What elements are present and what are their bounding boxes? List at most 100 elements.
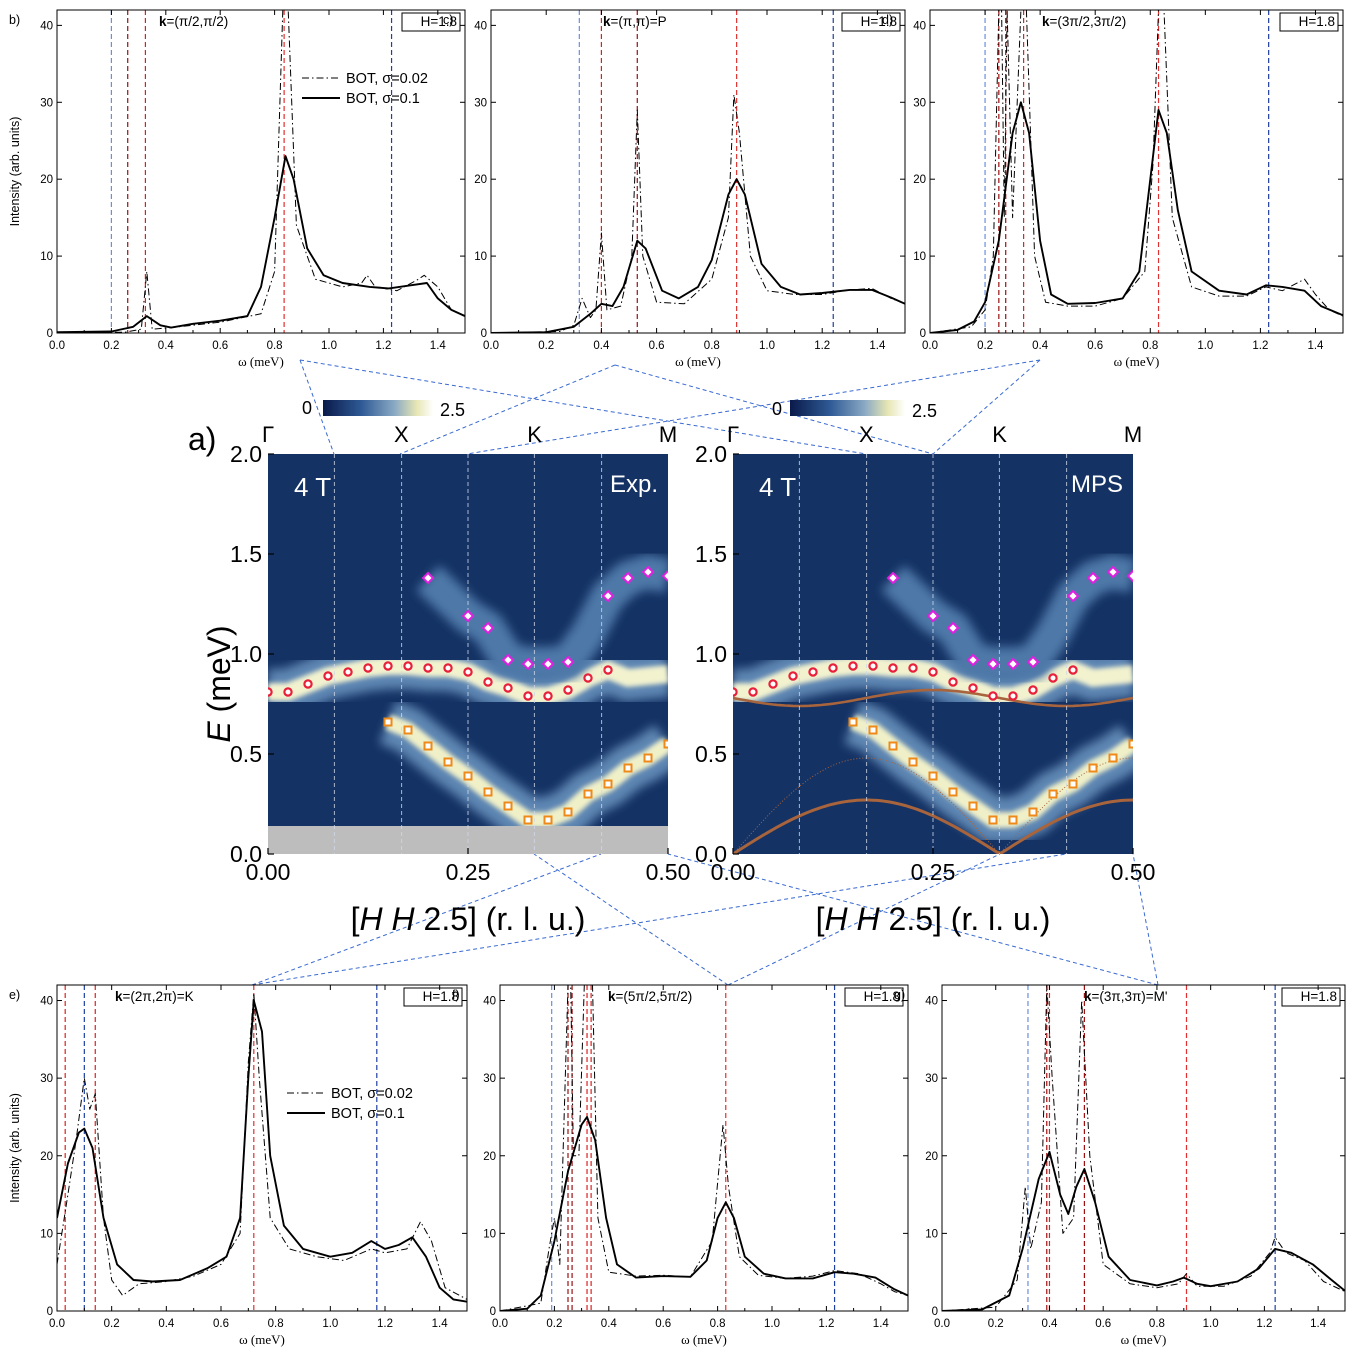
mode-marker-circle bbox=[1068, 665, 1078, 675]
k-point-connector bbox=[299, 359, 867, 455]
y-axis-symbol: E bbox=[201, 721, 237, 743]
mode-marker-square bbox=[603, 779, 613, 789]
mode-marker-square bbox=[1008, 815, 1018, 825]
x-axis-label-part: H bbox=[360, 901, 384, 937]
panel-label-e: e) bbox=[9, 988, 20, 1002]
x-tick-label: 1.2 bbox=[375, 340, 391, 352]
legend-entry: BOT, σ=0.1 bbox=[331, 1106, 405, 1122]
plot-area-d bbox=[930, 10, 1343, 333]
mode-marker-circle bbox=[908, 663, 918, 673]
series-line-sigma-0-02 bbox=[500, 985, 908, 1311]
mode-marker-diamond bbox=[541, 657, 555, 671]
y-tick-label: 1.5 bbox=[695, 541, 727, 567]
y-axis-unit: (meV) bbox=[201, 625, 237, 721]
x-tick-label: 1.2 bbox=[814, 340, 830, 352]
x-tick-label: 0.0 bbox=[49, 1318, 65, 1330]
x-tick-label: 1.0 bbox=[759, 340, 775, 352]
k-point-title: k=(5π/2,5π/2) bbox=[608, 989, 692, 1004]
k-vector-symbol: k bbox=[115, 989, 123, 1004]
panel-g: 0.0 0.2 0.4 0.6 0.8 1.0 1.2 1.4 0 10 20 30 40 g) k=(3π… bbox=[894, 984, 1346, 1347]
mode-marker-circle bbox=[828, 663, 838, 673]
x-axis-label: ω (meV) bbox=[1114, 354, 1160, 369]
x-tick-label: 0.6 bbox=[212, 340, 228, 352]
mode-marker-circle bbox=[928, 667, 938, 677]
field-label-box bbox=[1281, 987, 1341, 1007]
panel-label-g: g) bbox=[894, 988, 905, 1002]
mode-marker-square bbox=[948, 787, 958, 797]
mode-marker-circle bbox=[563, 685, 573, 695]
mode-marker-diamond bbox=[946, 621, 960, 635]
mode-marker-square bbox=[463, 771, 473, 781]
x-tick-label: 0.6 bbox=[649, 340, 665, 352]
series-line-sigma-0-1 bbox=[57, 999, 467, 1303]
y-tick-label: 0 bbox=[481, 328, 487, 340]
y-tick-label: 1.0 bbox=[695, 641, 727, 667]
x-tick-label: 1.0 bbox=[322, 1318, 338, 1330]
x-tick-label: 0.0 bbox=[483, 340, 499, 352]
mode-marker-square bbox=[868, 725, 878, 735]
x-tick-label: 0.50 bbox=[646, 859, 691, 885]
mode-marker-square bbox=[968, 801, 978, 811]
mode-marker-circle bbox=[808, 667, 818, 677]
axes-frame bbox=[941, 984, 1346, 1312]
x-tick-label: 1.2 bbox=[1256, 1318, 1272, 1330]
series-line-sigma-0-1 bbox=[500, 1116, 908, 1311]
mode-marker-diamond bbox=[621, 571, 635, 585]
mode-marker-circle bbox=[888, 663, 898, 673]
field-label-box bbox=[841, 12, 901, 32]
mode-marker-circle bbox=[583, 673, 593, 683]
k-point-connector bbox=[614, 364, 934, 455]
field-label: H=1.8 bbox=[864, 989, 900, 1004]
mode-marker-square bbox=[403, 725, 413, 735]
y-tick-label: 20 bbox=[40, 1151, 53, 1163]
y-tick-label: 20 bbox=[40, 174, 53, 186]
panel-label-f: f) bbox=[452, 988, 460, 1002]
x-tick-label: 0.4 bbox=[1032, 340, 1049, 352]
k-point-title: k=(2π,2π)=K bbox=[115, 989, 194, 1004]
series-line-sigma-0-1 bbox=[57, 155, 465, 333]
field-label-box bbox=[1279, 12, 1339, 32]
k-vector-symbol: k bbox=[608, 989, 616, 1004]
x-tick-label: 1.0 bbox=[1197, 340, 1213, 352]
y-tick-label: 10 bbox=[925, 1228, 938, 1240]
x-tick-label: 1.0 bbox=[764, 1318, 780, 1330]
mode-marker-square bbox=[1028, 807, 1038, 817]
x-tick-label: 1.2 bbox=[1252, 340, 1268, 352]
mode-marker-diamond bbox=[601, 589, 615, 603]
high-symmetry-label: Γ bbox=[727, 422, 739, 447]
mode-marker-circle bbox=[848, 661, 858, 671]
x-axis-label-part: H bbox=[857, 901, 881, 937]
series-line-sigma-0-02 bbox=[57, 992, 467, 1300]
mode-marker-square bbox=[848, 717, 858, 727]
y-tick-label: 10 bbox=[483, 1228, 496, 1240]
k-vector-symbol: k bbox=[159, 14, 167, 29]
k-point-title: k=(π/2,π/2) bbox=[159, 14, 228, 29]
colorbar-2-min: 0 bbox=[772, 399, 782, 419]
k-point-connector bbox=[1132, 853, 1159, 986]
mode-marker-square bbox=[1088, 763, 1098, 773]
field-label: H=1.8 bbox=[1301, 989, 1337, 1004]
x-tick-label: 0.6 bbox=[213, 1318, 229, 1330]
x-axis-label: ω (meV) bbox=[675, 354, 721, 369]
y-tick-label: 1.0 bbox=[230, 641, 262, 667]
x-tick-label: 0.4 bbox=[601, 1318, 618, 1330]
mode-marker-square bbox=[443, 757, 453, 767]
x-tick-label: 0.2 bbox=[546, 1318, 562, 1330]
mode-marker-square bbox=[1128, 739, 1133, 749]
mode-marker-diamond bbox=[966, 653, 980, 667]
y-tick-label: 0 bbox=[47, 1306, 53, 1318]
x-tick-label: 0.00 bbox=[246, 859, 291, 885]
mode-marker-diamond bbox=[1126, 569, 1133, 583]
y-tick-label: 0 bbox=[932, 1306, 938, 1318]
x-axis-label-part bbox=[848, 901, 857, 937]
x-tick-label: 1.2 bbox=[377, 1318, 393, 1330]
legend-entry: BOT, σ=0.1 bbox=[346, 91, 420, 107]
x-tick-label: 0.00 bbox=[711, 859, 756, 885]
series-line-sigma-0-02 bbox=[942, 985, 1345, 1311]
x-axis-label: ω (meV) bbox=[238, 354, 284, 369]
heatmap-area bbox=[733, 454, 1133, 854]
k-point-connector bbox=[932, 359, 1041, 455]
mode-marker-circle bbox=[463, 667, 473, 677]
